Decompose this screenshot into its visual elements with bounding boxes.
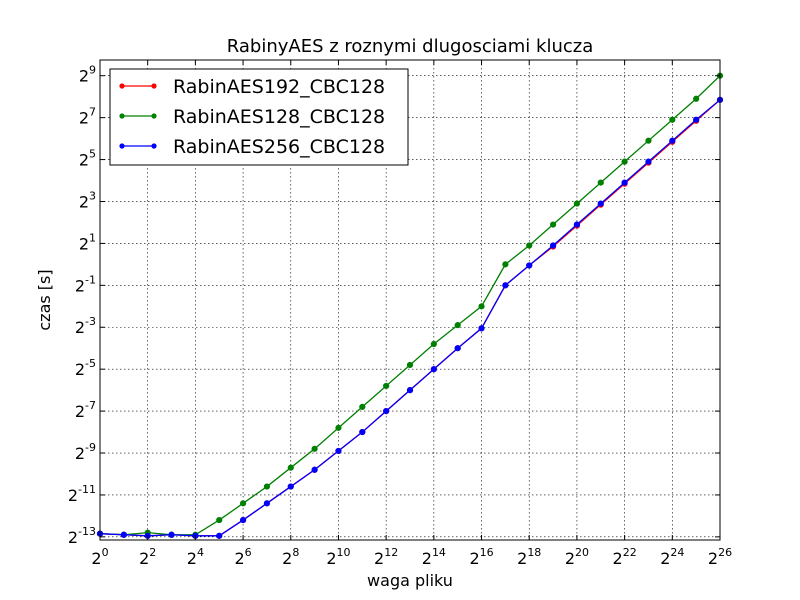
data-point [454,345,461,352]
chart-title: RabinyAES z roznymi dlugosciami klucza [227,36,593,57]
legend-swatch-marker [151,143,157,149]
data-point [406,387,414,394]
data-point [311,445,318,452]
data-point [383,407,390,415]
data-point [526,262,533,269]
data-point [430,366,437,373]
data-point [359,403,366,410]
data-point [693,95,700,102]
data-point [263,483,271,490]
data-point [573,221,581,228]
data-point [406,361,414,369]
data-point [597,179,604,186]
data-point [573,200,581,207]
data-point [502,282,509,289]
data-point [430,340,437,348]
legend-swatch-marker [119,113,125,119]
data-point [693,116,700,123]
data-point [239,500,247,507]
data-point [549,242,557,249]
y-axis-label: czas [s] [35,269,54,330]
data-point [502,261,509,268]
data-point [120,531,127,538]
data-point [263,500,271,507]
data-point [549,221,557,228]
data-point [239,516,247,524]
data-point [335,424,342,431]
data-point [216,516,223,524]
legend-label: RabinAES192_CBC128 [173,76,385,98]
series-group [96,72,724,538]
data-point [645,158,652,165]
legend-swatch-marker [119,143,125,149]
data-point [597,200,604,207]
data-point [335,447,342,455]
data-point [526,242,533,249]
data-point [287,483,294,490]
legend-swatch-marker [151,113,157,119]
data-point [669,137,676,144]
data-point [621,158,628,165]
data-point [454,322,461,329]
x-axis-label: waga pliku [367,571,453,590]
data-point [311,466,318,473]
data-point [478,303,485,310]
legend: RabinAES192_CBC128 RabinAES128_CBC128 Rabi… [109,68,409,166]
legend-swatch-marker [151,83,157,89]
data-point [216,532,223,539]
data-point [359,428,366,436]
legend-swatch-marker [119,83,125,89]
data-point [383,382,390,390]
data-point [168,531,175,538]
x-tick-label: 218 [517,546,541,568]
data-point [621,179,628,186]
data-point [645,137,652,144]
plot-frame [99,59,721,541]
series-group [96,96,724,539]
data-point [287,464,294,471]
x-tick-label: 216 [469,546,493,568]
data-point [669,116,676,123]
data-point [478,325,485,332]
legend-label: RabinAES256_CBC128 [173,136,385,158]
legend-label: RabinAES128_CBC128 [173,106,385,128]
legend-box [109,68,409,166]
